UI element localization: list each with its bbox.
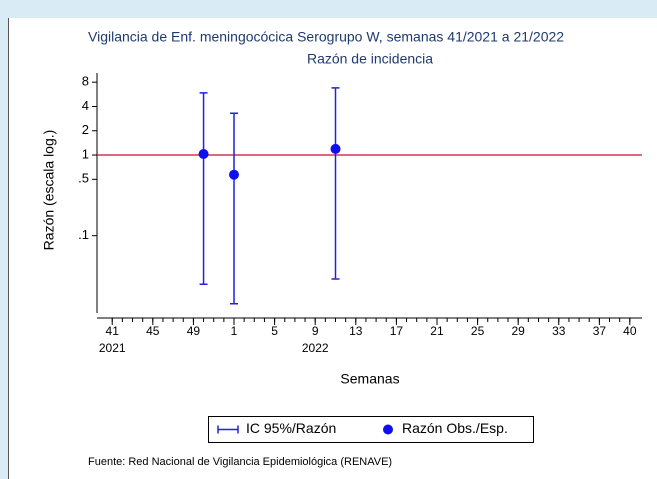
chart-title: Vigilancia de Enf. meningocócica Serogru… [88, 29, 564, 45]
point [198, 148, 209, 159]
x-tick-label: 40 [623, 324, 637, 338]
y-tick-label: 2 [82, 122, 89, 137]
chart-subtitle: Razón de incidencia [307, 51, 433, 67]
x-tick-label: 29 [512, 324, 526, 338]
point [330, 143, 341, 154]
error-bar [230, 112, 239, 305]
x-tick-label: 25 [471, 324, 485, 338]
x-tick-label: 45 [146, 324, 160, 338]
x-tick-label: 49 [187, 324, 201, 338]
y-tick-label: 4 [82, 98, 89, 113]
chart-panel [8, 18, 657, 479]
x-tick-label: 13 [349, 324, 363, 338]
y-tick-label: .5 [78, 171, 89, 186]
legend-symbol [383, 424, 393, 435]
legend-box [208, 416, 534, 443]
legend-label: IC 95%/Razón [246, 420, 336, 436]
x-year-label: 2021 [99, 341, 126, 355]
point [229, 169, 240, 180]
source-note: Fuente: Red Nacional de Vigilancia Epide… [88, 456, 392, 468]
x-tick-label: 5 [271, 324, 278, 338]
x-tick-label: 33 [552, 324, 566, 338]
x-tick-label: 37 [593, 324, 607, 338]
y-tick-label: 1 [82, 146, 89, 161]
y-axis-label: Razón (escala log.) [41, 130, 57, 251]
error-bar [331, 87, 340, 280]
x-tick-label: 17 [390, 324, 404, 338]
x-tick-label: 41 [106, 324, 120, 338]
x-tick-label: 9 [312, 324, 319, 338]
x-year-label: 2022 [302, 341, 329, 355]
y-tick-label: .1 [78, 227, 89, 242]
x-axis-label: Semanas [340, 371, 399, 387]
y-tick-label: 8 [82, 74, 89, 89]
error-bar [199, 92, 208, 285]
legend-label: Razón Obs./Esp. [402, 420, 508, 436]
legend-symbol [217, 425, 239, 434]
x-tick-label: 21 [430, 324, 444, 338]
x-tick-label: 1 [231, 324, 238, 338]
